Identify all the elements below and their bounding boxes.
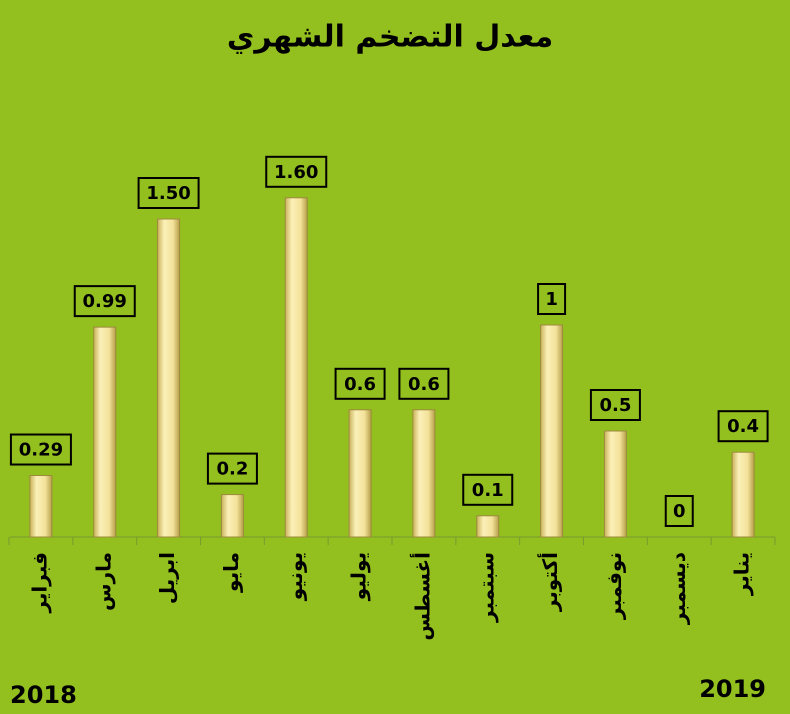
value-label: 0.4 [727,416,759,437]
value-label: 0.29 [19,440,63,461]
bar [476,515,500,538]
x-tick-label: فبراير [27,552,51,614]
value-label: 1 [545,289,558,310]
x-tick-label: سبتمبر [474,552,498,623]
x-tick-label: ديسمبر [666,552,690,625]
value-label: 0.1 [472,480,504,501]
value-label: 1.60 [274,162,318,183]
bar [540,324,564,538]
bar [157,218,181,538]
value-label-box [398,367,450,400]
bar [220,494,244,538]
value-label-box [206,452,258,485]
x-tick-label: مارس [91,552,115,611]
value-label-box [334,367,386,400]
value-label-box [589,389,641,421]
x-tick-label: مايو [219,552,243,593]
value-label: 0.6 [408,374,440,395]
x-tick-label: يناير [730,552,754,596]
year-label: 2018 [10,681,77,709]
x-tick-label: يوليو [347,552,371,601]
bar [93,326,117,538]
value-label: 1.50 [146,183,190,204]
value-label: 0.2 [216,459,248,480]
x-tick-label: ابريل [155,552,179,604]
value-label-box [73,285,136,318]
chart-title: معدل التضخم الشهري [227,20,553,55]
value-label-box [137,177,200,209]
bar [731,451,755,538]
x-tick-label: نوفمبر [602,552,626,620]
value-label-box [717,410,769,443]
value-label-box [462,473,514,506]
x-tick-label: أغسطس [408,552,434,641]
x-tick-label: أكتوبر [536,552,562,612]
value-label-box [664,495,694,527]
value-label: 0.5 [599,395,631,416]
bar [412,409,436,538]
bar [603,430,627,538]
value-label: 0.99 [83,291,127,312]
bar [284,197,308,538]
value-label-box [265,155,328,188]
value-label: 0.6 [344,374,376,395]
value-label-box [9,433,72,466]
value-label: 0 [673,501,686,522]
value-label-box [537,283,567,315]
year-label: 2019 [699,675,766,703]
bar [29,475,53,538]
bar [348,409,372,538]
x-tick-label: يونيو [283,552,307,601]
